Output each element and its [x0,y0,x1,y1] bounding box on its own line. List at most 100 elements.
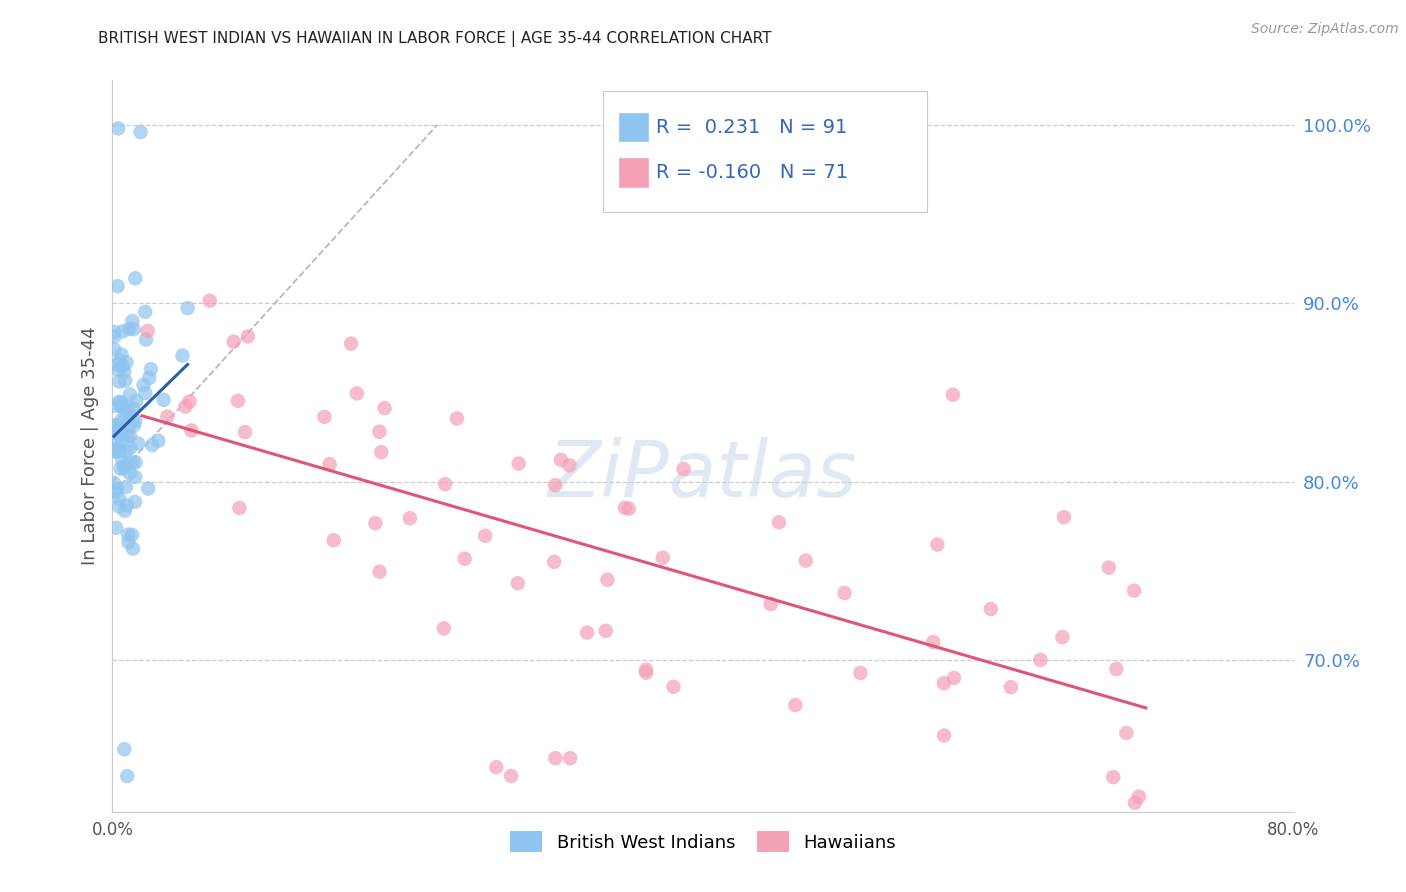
British West Indians [111,426,134,441]
British West Indians [107,358,129,372]
British West Indians [115,355,138,369]
Hawaiians [434,477,457,491]
British West Indians [122,418,145,433]
British West Indians [124,455,146,469]
British West Indians [118,419,141,434]
British West Indians [132,377,155,392]
British West Indians [110,348,132,362]
Hawaiians [318,457,340,471]
Hawaiians [506,576,529,591]
British West Indians [121,314,143,328]
British West Indians [103,343,125,357]
British West Indians [115,443,138,458]
British West Indians [111,325,134,339]
Text: R = -0.160   N = 71: R = -0.160 N = 71 [655,163,848,182]
British West Indians [108,353,131,368]
British West Indians [111,453,134,467]
British West Indians [112,461,135,475]
Hawaiians [1105,662,1128,676]
British West Indians [122,401,145,416]
Hawaiians [179,394,201,409]
British West Indians [139,362,162,376]
Hawaiians [617,501,640,516]
Hawaiians [576,625,599,640]
Hawaiians [543,555,565,569]
British West Indians [110,422,132,436]
Hawaiians [1053,510,1076,524]
Text: BRITISH WEST INDIAN VS HAWAIIAN IN LABOR FORCE | AGE 35-44 CORRELATION CHART: BRITISH WEST INDIAN VS HAWAIIAN IN LABOR… [98,31,772,47]
Hawaiians [136,324,159,338]
British West Indians [111,397,134,411]
British West Indians [141,438,163,452]
Hawaiians [485,760,508,774]
British West Indians [104,434,127,448]
British West Indians [125,393,148,408]
Hawaiians [1128,789,1150,804]
Hawaiians [932,676,955,690]
Hawaiians [368,425,391,439]
Text: ZiPatlas: ZiPatlas [548,437,858,513]
Hawaiians [759,597,782,611]
British West Indians [134,386,156,401]
British West Indians [104,443,127,458]
Text: R =  0.231   N = 91: R = 0.231 N = 91 [655,118,848,136]
British West Indians [118,467,141,481]
British West Indians [108,420,131,434]
Hawaiians [596,573,619,587]
Hawaiians [399,511,422,525]
British West Indians [135,333,157,347]
British West Indians [108,394,131,409]
British West Indians [138,370,160,384]
Hawaiians [364,516,387,531]
British West Indians [108,500,131,514]
British West Indians [111,398,134,412]
Hawaiians [340,336,363,351]
Hawaiians [662,680,685,694]
Hawaiians [794,553,817,567]
British West Indians [104,444,127,458]
Hawaiians [613,500,636,515]
British West Indians [117,403,139,417]
British West Indians [107,279,129,293]
British West Indians [104,418,127,433]
British West Indians [176,301,198,315]
British West Indians [136,482,159,496]
British West Indians [105,482,128,496]
British West Indians [114,374,136,388]
British West Indians [103,476,125,491]
British West Indians [124,414,146,428]
Hawaiians [942,388,965,402]
British West Indians [152,392,174,407]
Hawaiians [228,500,250,515]
Hawaiians [508,457,530,471]
Hawaiians [544,478,567,492]
British West Indians [112,742,135,756]
British West Indians [117,769,138,783]
British West Indians [103,329,125,343]
Hawaiians [1123,796,1146,810]
Hawaiians [174,400,197,414]
British West Indians [117,527,139,541]
Hawaiians [1098,560,1121,574]
British West Indians [107,363,129,377]
Hawaiians [550,452,572,467]
Hawaiians [368,565,391,579]
British West Indians [108,375,131,389]
British West Indians [114,504,136,518]
British West Indians [118,456,141,470]
Hawaiians [922,635,945,649]
British West Indians [118,428,141,442]
British West Indians [108,444,131,458]
Hawaiians [314,409,336,424]
British West Indians [120,441,142,455]
Hawaiians [1102,770,1125,784]
Hawaiians [453,551,475,566]
Hawaiians [198,293,221,308]
Hawaiians [1000,680,1022,694]
British West Indians [112,365,135,379]
British West Indians [108,491,131,506]
British West Indians [115,428,138,442]
British West Indians [129,125,152,139]
British West Indians [110,461,132,475]
Hawaiians [346,386,368,401]
